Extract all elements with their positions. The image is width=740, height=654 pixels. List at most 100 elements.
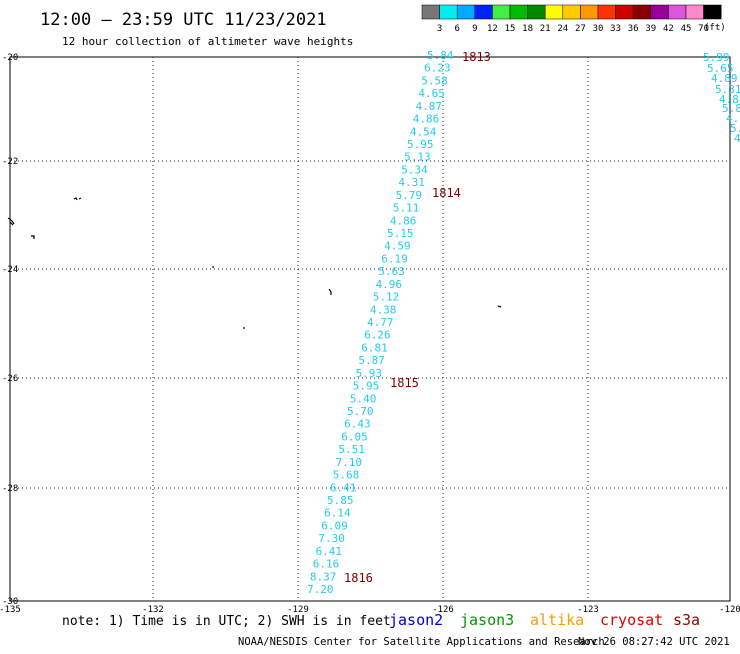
pass-time-label: 1813 bbox=[462, 50, 491, 64]
island bbox=[73, 197, 82, 201]
pass-time-label: 1815 bbox=[390, 376, 419, 390]
wave-height-value: 5.58 bbox=[421, 74, 448, 87]
chart-title: 12:00 – 23:59 UTC 11/23/2021 bbox=[40, 10, 327, 30]
legend-level-label: 3 bbox=[437, 24, 442, 34]
legend-swatch bbox=[685, 4, 704, 20]
legend-swatch bbox=[421, 4, 440, 20]
wave-height-value: 4.87 bbox=[416, 100, 443, 113]
wave-height-value: 5.13 bbox=[404, 151, 431, 164]
legend-swatch bbox=[703, 4, 722, 20]
wave-height-value: 5.93 bbox=[356, 367, 383, 380]
mission-label: s3a bbox=[673, 611, 700, 629]
wave-height-value: 5.95 bbox=[353, 380, 380, 393]
mission-legend: jason2 jason3 altika cryosat s3a bbox=[389, 611, 700, 629]
legend-level-label: 18 bbox=[522, 24, 533, 34]
legend-swatch bbox=[668, 4, 687, 20]
y-tick-label: -30 bbox=[2, 597, 18, 607]
island bbox=[497, 305, 502, 308]
wave-height-value: 4.38 bbox=[370, 303, 397, 316]
track-time-labels: 1813 1814 1815 1816 bbox=[344, 50, 491, 585]
x-tick-label: -132 bbox=[142, 605, 164, 615]
satellite-track-east: 5.995.654.895.314.855.84.85.4. bbox=[703, 51, 740, 145]
legend-level-label: 30 bbox=[593, 24, 604, 34]
legend-swatch bbox=[492, 4, 511, 20]
wave-height-value: 4.59 bbox=[384, 240, 411, 253]
y-tick-label: -28 bbox=[2, 484, 18, 494]
island bbox=[7, 217, 15, 226]
wave-height-value: 6.19 bbox=[381, 252, 408, 265]
footer-note: note: 1) Time is in UTC; 2) SWH is in fe… bbox=[62, 614, 391, 629]
wave-height-value: 5.11 bbox=[393, 202, 420, 215]
legend-level-label: 12 bbox=[487, 24, 498, 34]
wave-height-value: 5.85 bbox=[327, 494, 354, 507]
legend-level-label: 42 bbox=[663, 24, 674, 34]
pass-time-label: 1816 bbox=[344, 571, 373, 585]
legend-level-label: 39 bbox=[645, 24, 656, 34]
legend-swatch bbox=[632, 4, 652, 20]
wave-height-value: 5.8 bbox=[722, 102, 740, 115]
wave-height-value: 6.14 bbox=[324, 507, 351, 520]
legend-level-label: 15 bbox=[505, 24, 516, 34]
wave-height-value: 5.70 bbox=[347, 405, 374, 418]
legend-swatch bbox=[456, 4, 476, 20]
legend-swatch bbox=[650, 4, 669, 20]
wave-height-value: 6.41 bbox=[316, 545, 343, 558]
y-tick-label: -24 bbox=[2, 265, 18, 275]
island bbox=[31, 235, 35, 239]
island bbox=[328, 288, 332, 295]
wave-height-value: 6.41 bbox=[330, 481, 357, 494]
footer-timestamp: Nov 26 08:27:42 UTC 2021 bbox=[578, 636, 730, 648]
wave-height-value: 5.99 bbox=[703, 51, 730, 64]
wave-height-value: 5. bbox=[730, 122, 740, 135]
legend-swatch bbox=[527, 4, 546, 20]
wave-height-value: 5.15 bbox=[387, 227, 414, 240]
wave-height-value: 6.26 bbox=[364, 329, 391, 342]
mission-label: altika bbox=[530, 611, 584, 629]
wave-height-value: 4.85 bbox=[719, 93, 740, 106]
wave-height-value: 6.81 bbox=[361, 341, 388, 354]
legend-level-label: 21 bbox=[540, 24, 551, 34]
legend-swatch bbox=[580, 4, 599, 20]
wave-height-value: 4.65 bbox=[418, 87, 445, 100]
wave-height-value: 5.87 bbox=[358, 354, 385, 367]
legend-swatch bbox=[597, 4, 616, 20]
x-tick-label: -135 bbox=[0, 605, 21, 615]
wave-height-value: 6.16 bbox=[313, 558, 340, 571]
wave-height-value: 5.51 bbox=[338, 443, 365, 456]
wave-height-value: 5.63 bbox=[378, 265, 405, 278]
legend-level-label: 45 bbox=[681, 24, 692, 34]
wave-height-value: 5.34 bbox=[401, 163, 428, 176]
wave-height-value: 5.65 bbox=[707, 62, 734, 75]
color-legend: 3 6 9 12 15 18 21 24 27 30 33 36 39 42 45 70 bbox=[421, 4, 722, 34]
legend-swatch bbox=[439, 4, 458, 20]
wave-height-value: 5.12 bbox=[373, 291, 400, 304]
wave-height-value: 4. bbox=[734, 132, 740, 145]
wave-height-value: 4.54 bbox=[410, 125, 437, 138]
mission-label: cryosat bbox=[600, 611, 663, 629]
wave-height-value: 7.20 bbox=[307, 583, 334, 596]
legend-level-label: 33 bbox=[610, 24, 621, 34]
wave-height-value: 6.09 bbox=[321, 519, 348, 532]
y-tick-label: -26 bbox=[2, 374, 18, 384]
wave-height-value: 8.37 bbox=[310, 570, 337, 583]
satellite-track-main: 5.846.235.584.654.874.864.545.955.135.34… bbox=[307, 49, 454, 596]
x-tick-label: -123 bbox=[577, 605, 599, 615]
legend-swatch bbox=[562, 4, 581, 20]
legend-swatch bbox=[509, 4, 528, 20]
legend-level-label: 36 bbox=[628, 24, 639, 34]
wave-height-value: 6.43 bbox=[344, 418, 371, 431]
wave-height-value: 5.79 bbox=[396, 189, 423, 202]
wave-height-value: 4.86 bbox=[390, 214, 417, 227]
legend-level-label: 24 bbox=[557, 24, 568, 34]
y-tick-label: -22 bbox=[2, 157, 18, 167]
wave-height-value: 5.84 bbox=[427, 49, 454, 62]
legend-unit: (ft) bbox=[704, 23, 726, 33]
wave-height-value: 7.10 bbox=[336, 456, 363, 469]
axis-ticks: -135 -132 -129 -126 -123 -120 -20 -22 -24 -26 -28 -… bbox=[0, 53, 740, 615]
wave-height-value: 6.05 bbox=[341, 430, 368, 443]
footer-credit: NOAA/NESDIS Center for Satellite Applica… bbox=[238, 636, 605, 648]
legend-level-label: 27 bbox=[575, 24, 586, 34]
wave-height-value: 5.68 bbox=[333, 469, 360, 482]
